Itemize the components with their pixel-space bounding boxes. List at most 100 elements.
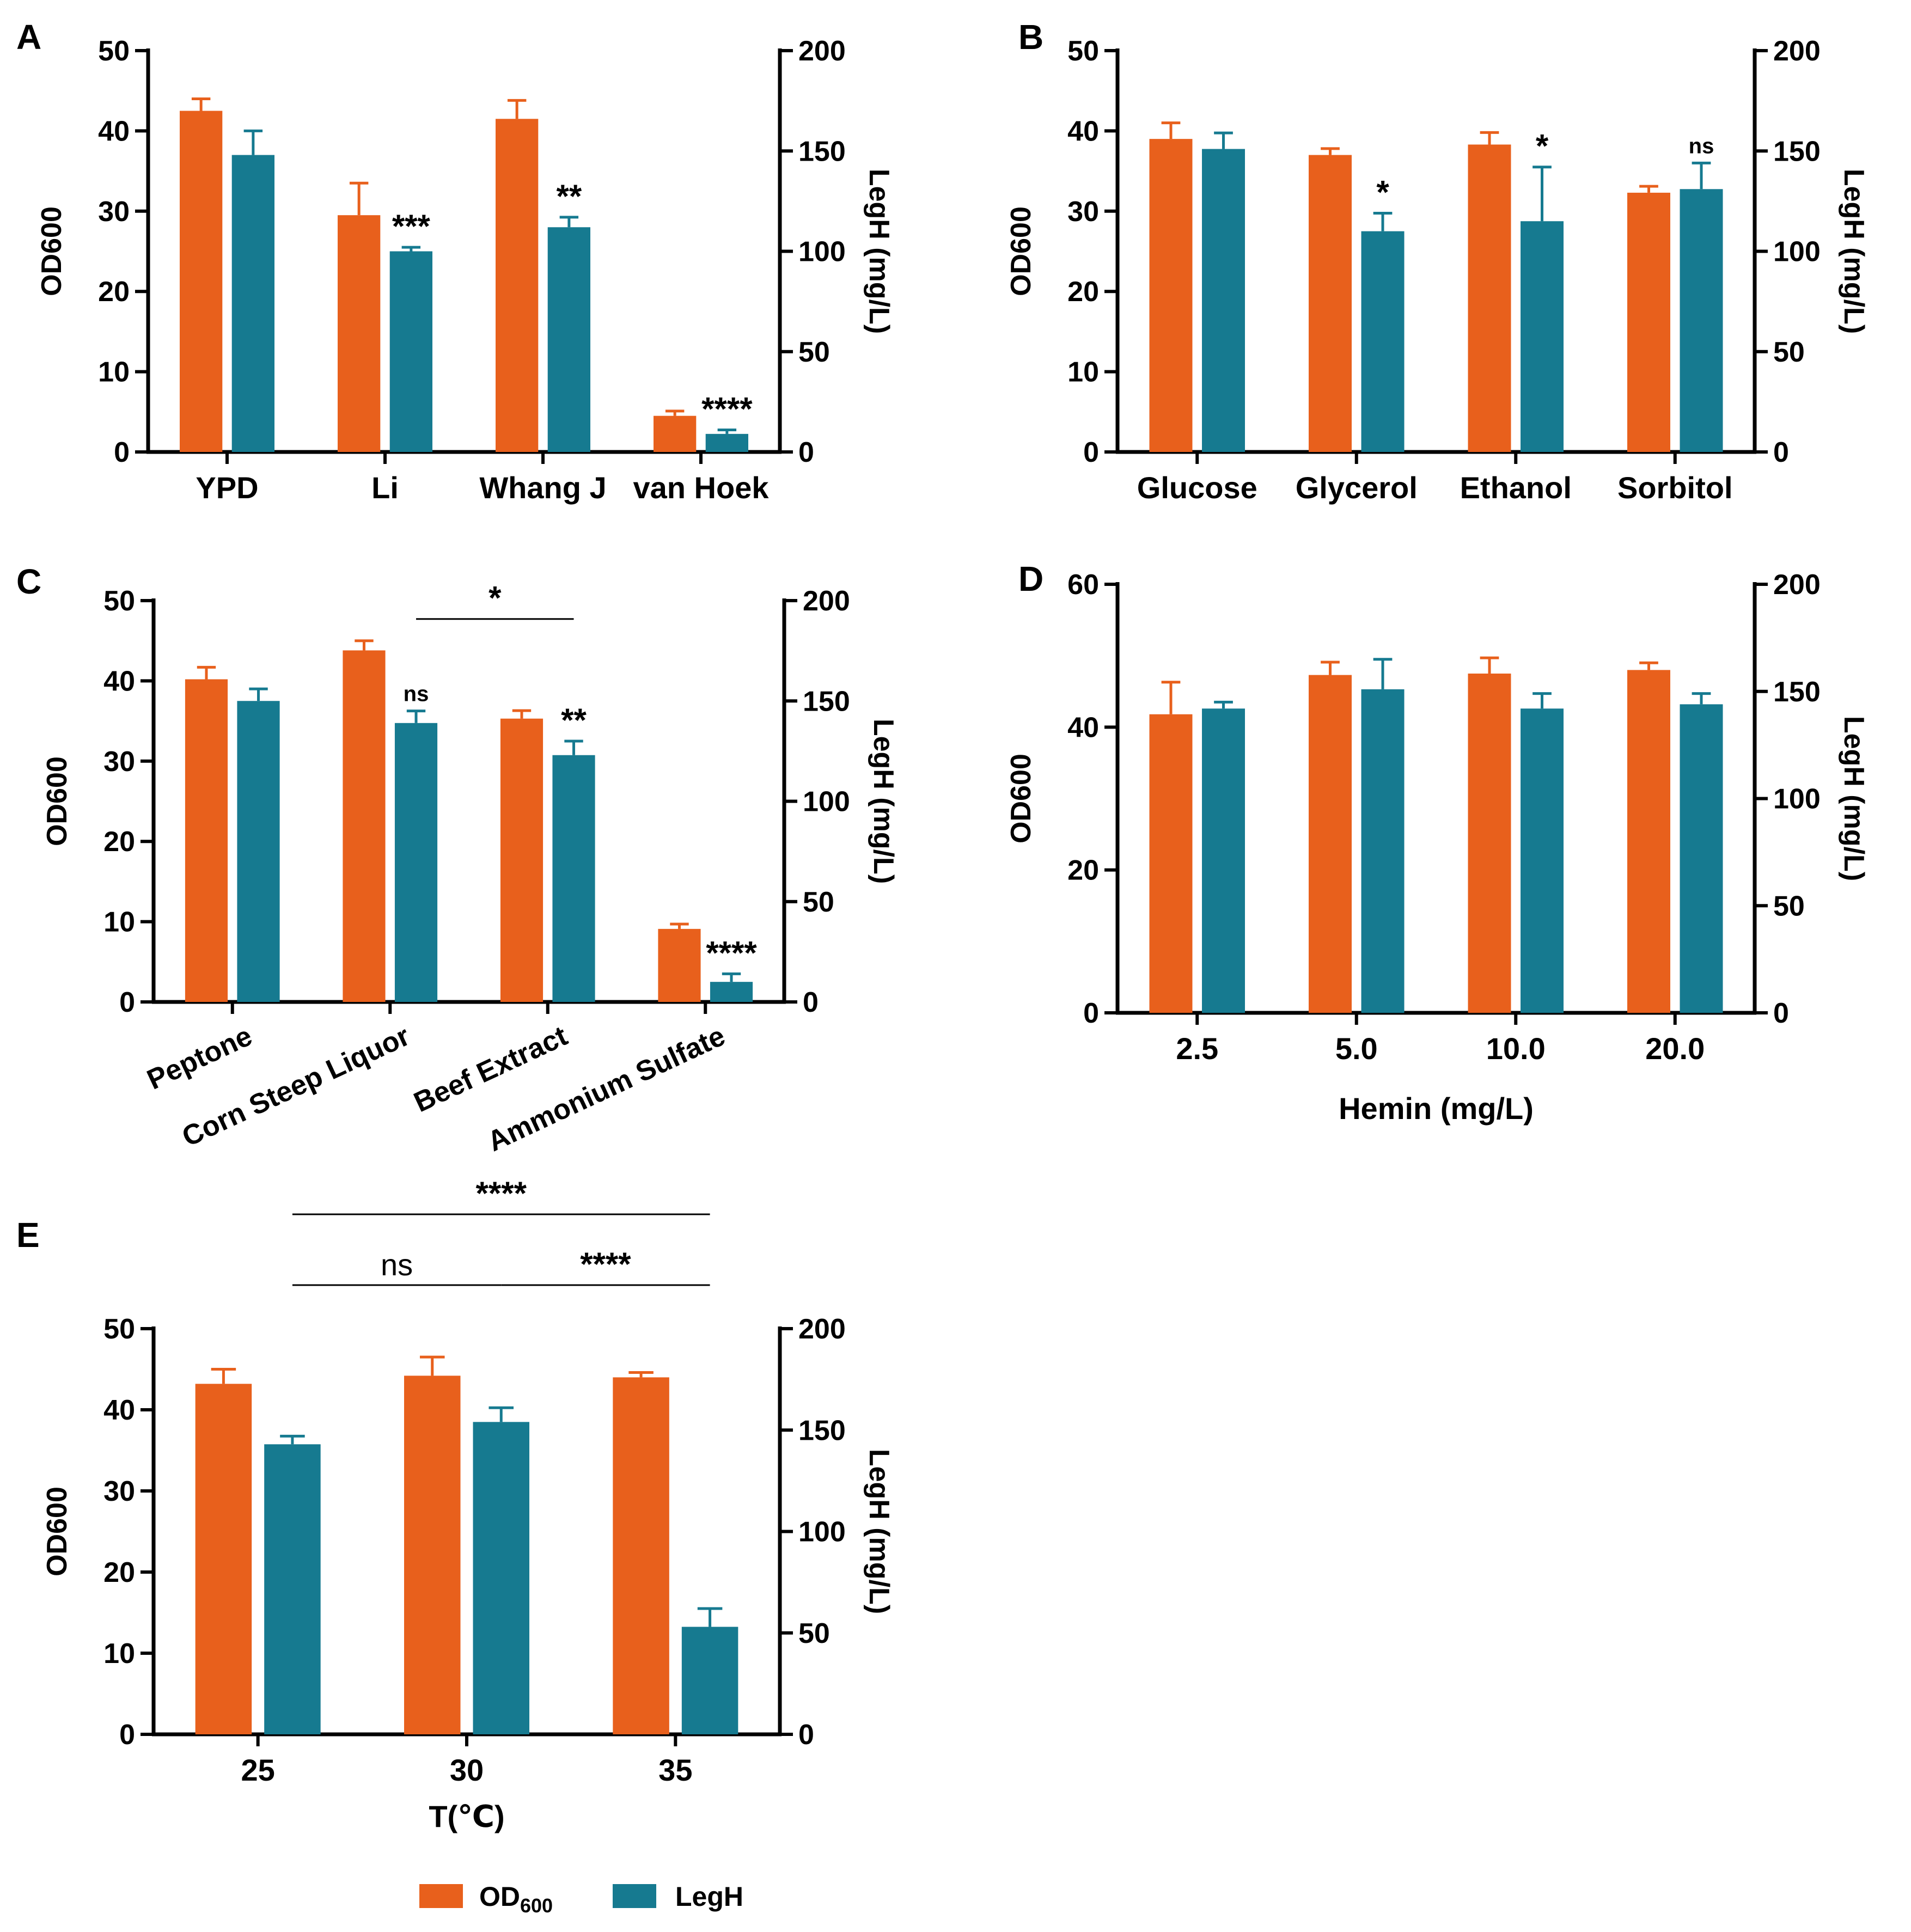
bar-od600 (1309, 675, 1352, 1013)
bar-legh (1521, 708, 1564, 1013)
left-y-tick-label: 0 (1083, 437, 1099, 468)
left-y-tick-label: 20 (98, 276, 130, 308)
left-y-tick-label: 30 (1067, 196, 1099, 228)
x-tick-label: Whang J (479, 470, 606, 505)
left-y-tick-label: 0 (119, 1719, 135, 1751)
left-y-tick-label: 30 (103, 1476, 135, 1507)
bar-od600 (1627, 670, 1670, 1013)
bar-od600 (496, 119, 539, 453)
bar-legh (705, 433, 748, 452)
legend-legh-label: LegH (675, 1881, 743, 1912)
bar-legh (237, 701, 280, 1002)
x-tick-label: Li (371, 470, 399, 505)
right-y-tick-label: 200 (798, 1313, 846, 1345)
x-axis-title: Hemin (mg/L) (1339, 1091, 1534, 1126)
right-y-tick-label: 150 (1773, 676, 1821, 708)
left-y-axis-title: OD600 (41, 756, 73, 846)
legend-od600-swatch (419, 1884, 463, 1908)
left-y-axis-title: OD600 (36, 206, 68, 296)
bar-od600 (658, 928, 701, 1002)
left-y-tick-label: 30 (98, 196, 130, 228)
left-y-tick-label: 10 (98, 357, 130, 388)
right-y-tick-label: 0 (798, 437, 814, 468)
left-y-tick-label: 50 (98, 35, 130, 67)
left-y-tick-label: 40 (103, 665, 135, 697)
x-tick-label: 35 (658, 1753, 692, 1787)
left-y-tick-label: 50 (103, 1313, 135, 1345)
bar-legh (1202, 149, 1245, 452)
left-y-axis-title: OD600 (41, 1487, 73, 1576)
right-y-tick-label: 100 (803, 786, 850, 818)
x-tick-label: 10.0 (1486, 1031, 1546, 1066)
panel-E: E 0 10 20 30 40 50 0 50 100 150 200 OD600 LegH (mg/L)… (16, 1175, 895, 1833)
significance-label: ns (1689, 134, 1714, 158)
right-y-tick-label: 200 (1773, 569, 1821, 601)
panel-label: C (16, 562, 41, 601)
bar-legh (681, 1627, 738, 1734)
significance-label: **** (701, 390, 753, 427)
left-y-tick-label: 50 (103, 585, 135, 617)
right-y-tick-label: 50 (1773, 890, 1805, 922)
bar-legh (552, 755, 595, 1002)
right-y-tick-label: 150 (1773, 136, 1821, 167)
legend-legh-swatch (613, 1884, 656, 1908)
bar-od600 (1149, 139, 1193, 452)
right-y-tick-label: 100 (1773, 236, 1821, 268)
x-tick-label: 5.0 (1335, 1031, 1378, 1066)
right-y-tick-label: 50 (798, 337, 830, 368)
significance-label: ** (561, 702, 587, 738)
right-y-tick-label: 150 (798, 1415, 846, 1446)
panel-B: B 0 10 20 30 40 50 0 50 100 150 200 OD600 LegH (mg/L)… (1005, 17, 1870, 505)
bar-legh (710, 982, 753, 1002)
panel-C: C 0 10 20 30 40 50 0 50 100 150 200 OD600 LegH (mg/L)… (16, 562, 899, 1158)
bar-od600 (613, 1377, 669, 1734)
right-y-tick-label: 50 (803, 886, 834, 918)
bar-od600 (195, 1384, 252, 1734)
significance-label: * (1536, 128, 1549, 164)
left-y-tick-label: 30 (103, 746, 135, 778)
x-tick-label: Glucose (1137, 470, 1257, 505)
bar-od600 (500, 718, 544, 1002)
left-y-tick-label: 0 (114, 437, 130, 468)
right-y-tick-label: 100 (1773, 784, 1821, 815)
significance-label: ns (404, 682, 429, 706)
bracket-significance-label: **** (580, 1246, 631, 1282)
bar-od600 (1468, 144, 1511, 452)
bar-od600 (1468, 673, 1511, 1013)
right-y-tick-label: 150 (803, 686, 850, 717)
left-y-tick-label: 0 (1083, 998, 1099, 1029)
legend: OD600 LegH (419, 1881, 743, 1917)
bracket-significance-label: **** (476, 1175, 527, 1212)
bar-legh (547, 227, 590, 452)
x-tick-label: van Hoek (633, 470, 770, 505)
x-tick-label: Glycerol (1296, 470, 1418, 505)
right-y-axis-title: LegH (mg/L) (863, 169, 895, 334)
bar-od600 (654, 415, 697, 452)
bar-od600 (1149, 714, 1193, 1013)
legend-od600-label: OD600 (479, 1881, 553, 1917)
x-tick-label: Peptone (142, 1020, 257, 1096)
significance-label: *** (392, 208, 431, 244)
left-y-tick-label: 10 (1067, 357, 1099, 388)
bar-legh (1361, 231, 1405, 452)
bar-legh (1680, 704, 1723, 1013)
bar-od600 (180, 111, 223, 453)
bar-legh (1202, 708, 1245, 1013)
left-y-tick-label: 10 (103, 1638, 135, 1670)
right-y-tick-label: 0 (1773, 998, 1789, 1029)
bar-legh (231, 155, 274, 452)
right-y-tick-label: 200 (798, 35, 846, 67)
panel-label: B (1018, 17, 1043, 57)
right-y-tick-label: 0 (798, 1719, 814, 1751)
x-tick-label: 20.0 (1645, 1031, 1705, 1066)
bar-od600 (185, 679, 228, 1002)
x-tick-label: Sorbitol (1617, 470, 1733, 505)
panel-D: D 0 20 40 60 0 50 100 150 200 OD600 LegH (mg/L) 2.5 5… (1005, 559, 1870, 1126)
right-y-tick-label: 100 (798, 1517, 846, 1548)
right-y-tick-label: 200 (803, 585, 850, 617)
left-y-tick-label: 20 (1067, 855, 1099, 886)
right-y-axis-title: LegH (mg/L) (1838, 716, 1870, 881)
bar-legh (1361, 689, 1405, 1013)
bar-od600 (1309, 155, 1352, 452)
